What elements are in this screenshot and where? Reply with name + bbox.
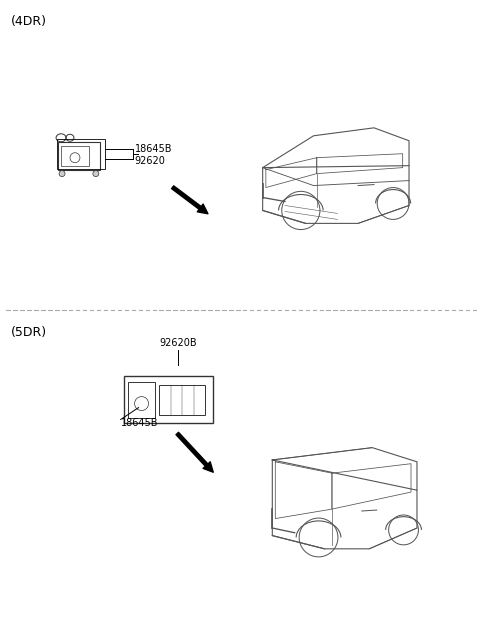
Text: 92620: 92620 [134, 156, 166, 166]
Text: (5DR): (5DR) [12, 326, 48, 339]
Circle shape [59, 170, 65, 177]
Text: (4DR): (4DR) [12, 16, 48, 29]
FancyArrowPatch shape [171, 186, 208, 214]
Circle shape [93, 170, 99, 177]
FancyArrowPatch shape [176, 432, 213, 472]
Bar [159, 384, 205, 415]
Bar [124, 376, 213, 423]
Text: 18645B: 18645B [134, 144, 172, 154]
Bar [57, 139, 105, 169]
Text: 18645B: 18645B [120, 417, 158, 428]
Bar [128, 382, 156, 417]
Bar [58, 142, 100, 170]
Text: 92620B: 92620B [159, 338, 197, 348]
Bar [61, 146, 89, 166]
